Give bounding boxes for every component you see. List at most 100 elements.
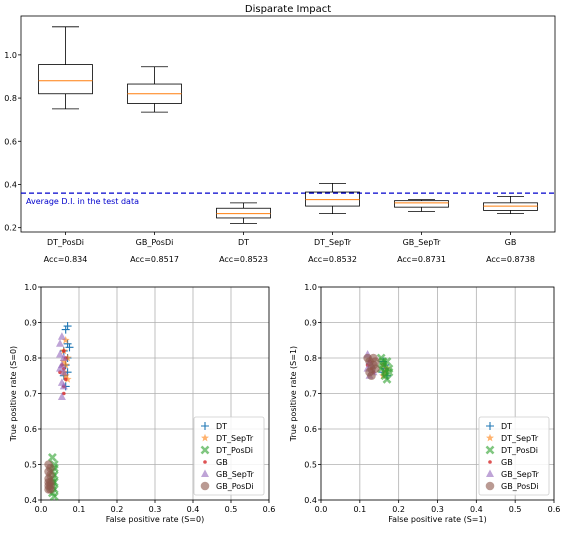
y-tick-label: 0.4: [304, 496, 317, 505]
y-tick-label: 0.9: [304, 319, 317, 328]
legend-label: DT: [216, 422, 227, 431]
box-GB: [483, 195, 538, 215]
box-body: [38, 64, 93, 95]
y-tick-label: 0.8: [304, 354, 317, 363]
x-tick-label: 0.1: [73, 505, 86, 514]
x-tick-label: DT_SepTr: [314, 238, 352, 247]
legend-label: DT_PosDi: [501, 446, 538, 455]
legend-entry: DT: [201, 422, 227, 431]
series-GB_PosDi: [44, 460, 55, 494]
legend-label: DT: [501, 422, 512, 431]
data-point: [61, 360, 70, 369]
legend-frame: [193, 416, 265, 496]
legend-entry: DT_PosDi: [200, 445, 253, 455]
data-point: [200, 481, 210, 491]
y-tick-label: 0.7: [24, 390, 37, 399]
y-tick-label: 0.9: [24, 319, 37, 328]
legend-label: DT_PosDi: [216, 446, 253, 455]
x-tick-label: 0.0: [35, 505, 48, 514]
data-point: [488, 460, 492, 464]
reference-line-label: Average D.I. in the test data: [26, 197, 139, 206]
data-point: [369, 353, 378, 363]
data-point: [63, 322, 72, 331]
y-tick-label: 0.8: [4, 94, 17, 103]
x-tick-label: 0.1: [353, 505, 366, 514]
plot-frame: [20, 15, 556, 233]
legend-entry: DT_SepTr: [486, 433, 539, 443]
accuracy-label: Acc=0.8738: [486, 255, 535, 264]
legend-entry: GB: [488, 458, 513, 467]
x-tick-label: 0.3: [431, 505, 444, 514]
accuracy-label: Acc=0.8731: [397, 255, 446, 264]
legend-entry: DT_SepTr: [201, 433, 254, 443]
x-tick-label: DT: [238, 238, 249, 247]
series-GB_SepTr: [56, 332, 68, 401]
data-point: [59, 381, 68, 390]
data-point: [46, 485, 55, 494]
y-tick-label: 0.7: [304, 390, 317, 399]
data-point: [201, 469, 209, 477]
legend-entry: GB_SepTr: [201, 469, 254, 479]
legend: DT DT_SepTr DT_PosDi GB GB_SepTr GB_PosDi: [193, 416, 265, 496]
data-point: [65, 343, 74, 352]
series-GB_PosDi: [363, 353, 380, 381]
x-tick-label: DT_PosDi: [47, 238, 84, 247]
accuracy-label: Acc=0.8532: [308, 255, 357, 264]
legend-entry: GB_PosDi: [485, 481, 539, 491]
data-point: [61, 325, 70, 334]
disparate-impact-box-chart: Disparate Impact 0.2 0.4 0.6 0.8 1.0 Average D…: [4, 4, 556, 264]
data-point: [203, 460, 207, 464]
data-point: [63, 353, 72, 362]
legend-entry: GB: [203, 458, 228, 467]
chart-title: Disparate Impact: [245, 4, 331, 15]
data-point: [486, 469, 494, 477]
y-axis-label: True positive rate (S=0): [9, 346, 18, 442]
data-point: [367, 371, 376, 381]
data-point: [63, 375, 72, 383]
y-tick-label: 0.6: [24, 425, 37, 434]
x-tick-label: GB_SepTr: [403, 238, 441, 247]
legend-label: GB: [216, 458, 228, 467]
box-DT: [216, 202, 271, 224]
x-tick-label: GB_PosDi: [136, 238, 174, 247]
data-point: [49, 492, 59, 501]
y-tick-label: 0.8: [24, 354, 37, 363]
data-point: [61, 371, 70, 380]
data-point: [486, 433, 494, 442]
data-point: [63, 339, 72, 348]
x-tick-label: 0.4: [187, 505, 200, 514]
data-point: [59, 367, 68, 376]
accuracy-label: Acc=0.834: [44, 255, 88, 264]
y-tick-label: 0.6: [4, 137, 17, 146]
y-tick-label: 1.0: [304, 283, 317, 292]
legend-label: DT_SepTr: [216, 434, 254, 443]
legend-entry: GB_SepTr: [486, 469, 539, 479]
data-point: [57, 332, 66, 340]
x-tick-label: 0.2: [392, 505, 405, 514]
x-tick-label: 0.2: [111, 505, 124, 514]
box-DT_PosDi: [38, 26, 93, 110]
legend-label: GB_PosDi: [216, 482, 254, 491]
legend-frame: [478, 416, 550, 496]
x-axis-label: False positive rate (S=1): [388, 515, 486, 524]
legend-label: GB: [501, 458, 513, 467]
box-body: [216, 207, 271, 219]
y-axis-label: True positive rate (S=1): [289, 346, 298, 442]
data-point: [59, 357, 68, 365]
data-point: [201, 422, 209, 430]
data-point: [485, 481, 495, 491]
x-tick-label: 0.6: [548, 505, 561, 514]
y-tick-label: 0.4: [4, 180, 17, 189]
legend-label: GB_PosDi: [501, 482, 539, 491]
data-point: [485, 445, 495, 455]
x-tick-label: 0.6: [263, 505, 276, 514]
tpr-fpr-scatter-s0: 0.0 0.1 0.2 0.3 0.4 0.5 0.6 0.4 0.5 0.6 0.7 0.8 0.9 1…: [9, 283, 275, 524]
x-tick-label: 0.5: [225, 505, 238, 514]
accuracy-label: Acc=0.8517: [130, 255, 179, 264]
data-point: [56, 349, 64, 358]
data-point: [44, 477, 53, 487]
y-tick-label: 0.6: [304, 425, 317, 434]
legend-label: GB_SepTr: [501, 470, 539, 479]
legend-label: DT_SepTr: [501, 434, 539, 443]
box-body: [483, 202, 538, 211]
